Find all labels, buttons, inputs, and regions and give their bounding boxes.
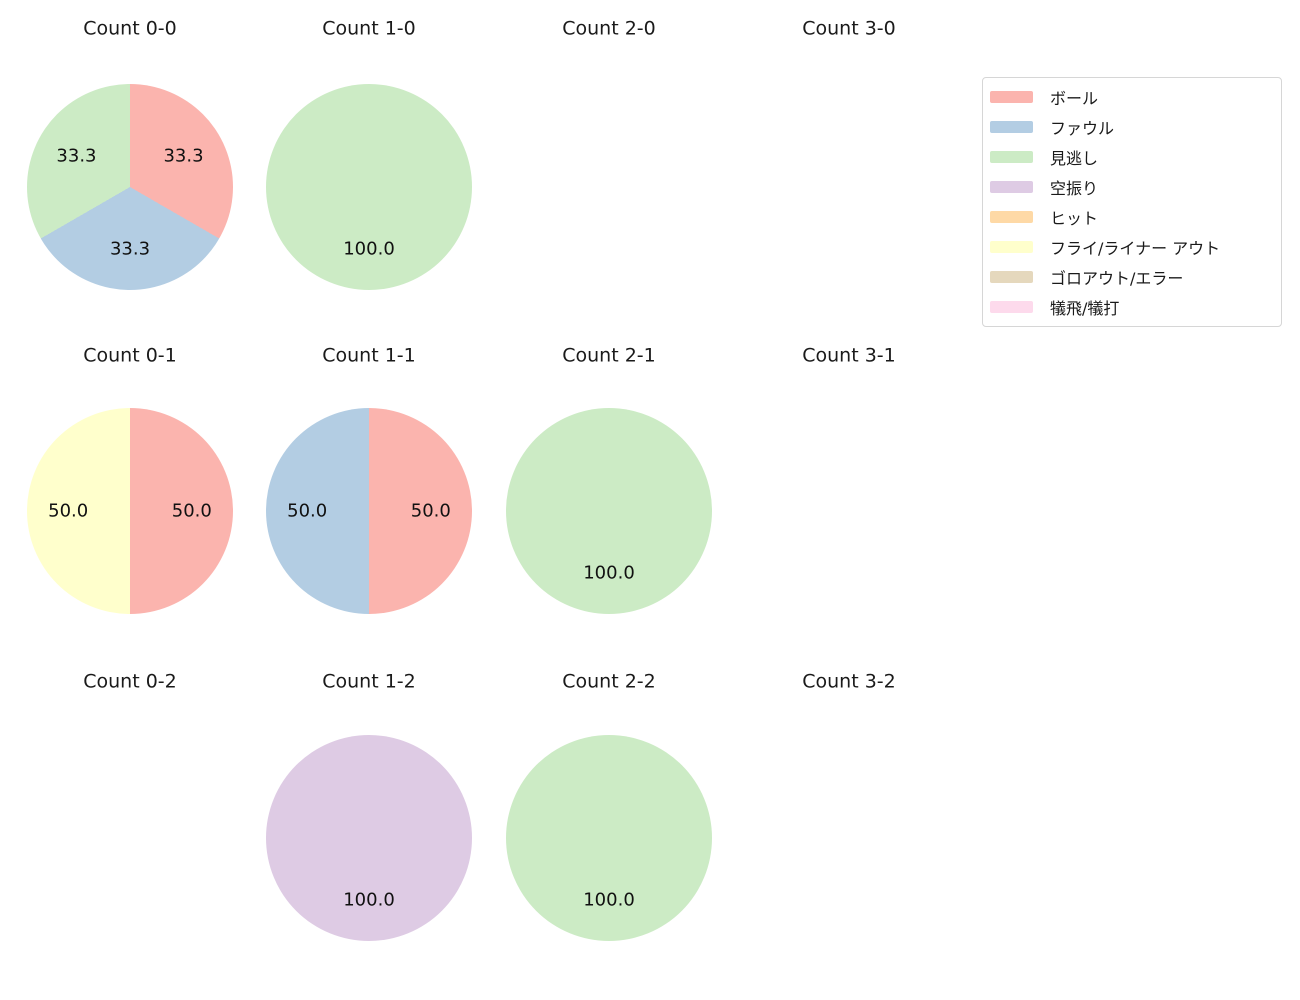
pie-percent-label: 50.0 xyxy=(410,500,451,522)
chart-title-count-1-2: Count 1-2 xyxy=(322,670,416,693)
pie-percent-label: 50.0 xyxy=(48,500,89,522)
legend-item: ボール xyxy=(990,82,1273,112)
pie-count-1-1 xyxy=(266,408,472,614)
pie-percent-label: 100.0 xyxy=(343,238,395,260)
pie-count-1-0 xyxy=(266,84,472,290)
legend-swatch xyxy=(990,181,1033,193)
legend-swatch xyxy=(990,151,1033,163)
legend: ボールファウル見逃し空振りヒットフライ/ライナー アウト ゴロアウト/エラー 犠飛/… xyxy=(982,77,1282,327)
chart-title-count-0-0: Count 0-0 xyxy=(83,17,177,40)
pie-count-2-2 xyxy=(506,735,712,941)
legend-item: 見逃し xyxy=(990,142,1273,172)
chart-title-count-1-0: Count 1-0 xyxy=(322,17,416,40)
chart-title-count-2-1: Count 2-1 xyxy=(562,344,656,367)
legend-label: 犠飛/犠打 xyxy=(1050,299,1120,318)
pie-percent-label: 50.0 xyxy=(171,500,212,522)
pie-percent-label: 33.3 xyxy=(56,145,97,167)
legend-swatch xyxy=(990,241,1033,253)
legend-swatch xyxy=(990,121,1033,133)
legend-swatch xyxy=(990,91,1033,103)
legend-item: フライ/ライナー アウト xyxy=(990,232,1273,262)
legend-label: フライ/ライナー アウト xyxy=(1050,239,1221,258)
pie-count-2-1 xyxy=(506,408,712,614)
chart-title-count-0-1: Count 0-1 xyxy=(83,344,177,367)
chart-title-count-2-0: Count 2-0 xyxy=(562,17,656,40)
legend-item: 空振り xyxy=(990,172,1273,202)
legend-label: ファウル xyxy=(1050,119,1115,138)
legend-label: ヒット xyxy=(1050,209,1099,228)
chart-title-count-3-1: Count 3-1 xyxy=(802,344,896,367)
legend-item: 犠飛/犠打 xyxy=(990,292,1273,322)
chart-title-count-2-2: Count 2-2 xyxy=(562,670,656,693)
legend-swatch xyxy=(990,301,1033,313)
pie-percent-label: 33.3 xyxy=(163,145,204,167)
pie-count-0-0 xyxy=(27,84,233,290)
legend-swatch xyxy=(990,211,1033,223)
pie-percent-label: 100.0 xyxy=(583,562,635,584)
pie-percent-label: 100.0 xyxy=(343,889,395,911)
legend-item: ゴロアウト/エラー xyxy=(990,262,1273,292)
pie-count-1-2 xyxy=(266,735,472,941)
legend-item: ヒット xyxy=(990,202,1273,232)
legend-label: ゴロアウト/エラー xyxy=(1050,269,1184,288)
pie-count-0-1 xyxy=(27,408,233,614)
chart-title-count-3-2: Count 3-2 xyxy=(802,670,896,693)
legend-label: 見逃し xyxy=(1050,149,1099,168)
pie-percent-label: 33.3 xyxy=(109,238,151,260)
chart-title-count-3-0: Count 3-0 xyxy=(802,17,896,40)
legend-label: 空振り xyxy=(1050,179,1099,198)
chart-title-count-1-1: Count 1-1 xyxy=(322,344,416,367)
legend-item: ファウル xyxy=(990,112,1273,142)
legend-swatch xyxy=(990,271,1033,283)
pie-percent-label: 100.0 xyxy=(583,889,635,911)
chart-title-count-0-2: Count 0-2 xyxy=(83,670,177,693)
pie-percent-label: 50.0 xyxy=(287,500,328,522)
legend-label: ボール xyxy=(1050,89,1099,108)
